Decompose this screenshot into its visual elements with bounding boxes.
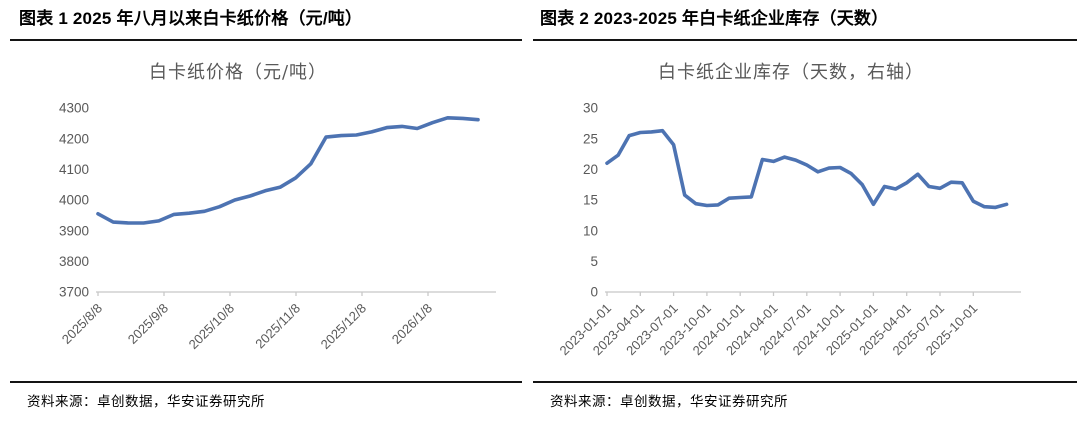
x-tick-label: 2026/1/8 bbox=[389, 301, 435, 347]
x-tick-label: 2025/9/8 bbox=[125, 301, 171, 347]
figure1-source: 资料来源：卓创数据，华安证券研究所 bbox=[10, 381, 522, 410]
x-tick-label: 2025/12/8 bbox=[318, 301, 370, 353]
x-tick-label: 2025/11/8 bbox=[252, 301, 303, 352]
y-tick-label: 4200 bbox=[59, 131, 89, 146]
inventory-line-chart: 白卡纸企业库存（天数，右轴）0510152025302023-01-012023… bbox=[556, 62, 1021, 358]
figure1-header: 图表 1 2025 年八月以来白卡纸价格（元/吨） bbox=[10, 8, 522, 41]
y-tick-label: 10 bbox=[583, 223, 598, 238]
chart-title: 白卡纸价格（元/吨） bbox=[149, 62, 327, 83]
y-tick-label: 3900 bbox=[59, 223, 89, 238]
y-tick-label: 20 bbox=[583, 162, 598, 177]
data-line bbox=[96, 116, 480, 225]
chart-title: 白卡纸企业库存（天数，右轴） bbox=[658, 62, 924, 83]
x-tick-label: 2025/10/8 bbox=[186, 301, 238, 353]
figure2-header: 图表 2 2023-2025 年白卡纸企业库存（天数） bbox=[533, 8, 1077, 41]
y-tick-label: 4000 bbox=[59, 193, 89, 208]
y-tick-label: 4100 bbox=[59, 162, 89, 177]
y-tick-label: 30 bbox=[583, 101, 598, 116]
y-tick-label: 5 bbox=[590, 254, 598, 269]
price-line-chart: 白卡纸价格（元/吨） 3700 3800 3900 4000 4100 4200 4300 20… bbox=[59, 62, 496, 353]
x-tick-label: 2025/8/8 bbox=[59, 301, 105, 347]
y-tick-label: 3800 bbox=[59, 254, 89, 269]
figure2-source: 资料来源：卓创数据，华安证券研究所 bbox=[533, 381, 1077, 410]
data-line bbox=[605, 128, 1009, 210]
y-tick-label: 4300 bbox=[59, 101, 89, 116]
y-tick-label: 15 bbox=[583, 193, 598, 208]
y-tick-label: 3700 bbox=[59, 285, 89, 300]
y-tick-label: 0 bbox=[590, 285, 598, 300]
y-tick-label: 25 bbox=[583, 131, 598, 146]
